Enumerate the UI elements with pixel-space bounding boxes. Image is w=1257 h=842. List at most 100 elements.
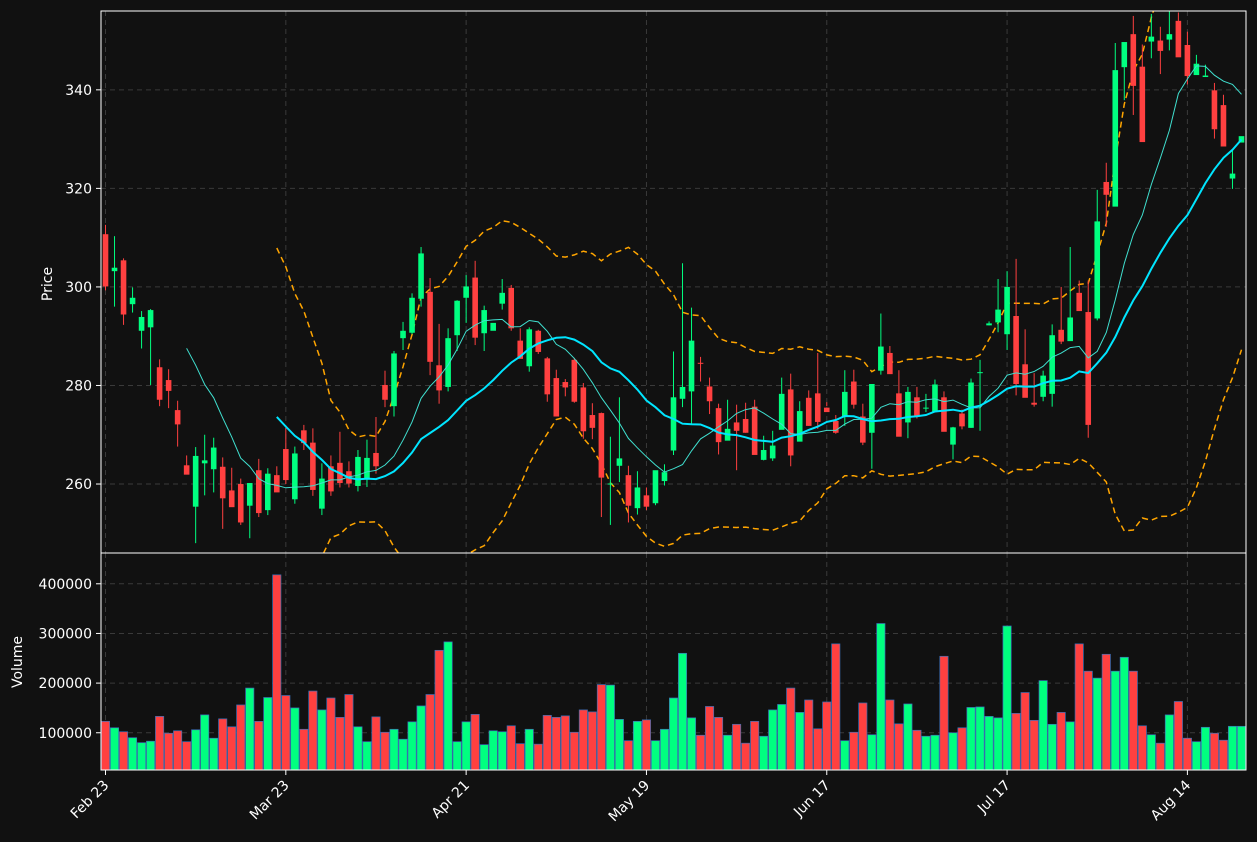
volume-bar (659, 728, 669, 771)
candle-body (1085, 312, 1092, 425)
volume-bar (1020, 692, 1030, 771)
candle-body (796, 411, 803, 442)
volume-bar (524, 728, 534, 771)
volume-bar (849, 731, 859, 771)
candle-body (832, 420, 839, 433)
volume-axis-label: Volume (10, 636, 26, 688)
candle-body (210, 447, 217, 470)
volume-bar (867, 734, 877, 771)
volume-bar (705, 706, 715, 771)
volume-bar (840, 740, 850, 771)
volume-bar (587, 711, 597, 771)
candle-body (1193, 63, 1200, 76)
candles (102, 11, 1245, 544)
volume-bar (1074, 643, 1084, 771)
volume-bar (605, 684, 615, 771)
candle-body (183, 465, 190, 475)
volume-bar (542, 715, 552, 771)
candle-body (742, 418, 749, 433)
volume-bar (200, 714, 210, 771)
candle-body (1175, 20, 1182, 58)
candle-body (355, 456, 361, 486)
candle-body (715, 408, 722, 443)
candle-body (986, 323, 992, 326)
candle-body (914, 397, 920, 417)
volume-tick-label: 100000 (39, 726, 92, 742)
candle-body (1040, 375, 1046, 397)
candle-body (364, 457, 370, 480)
candle-body (670, 397, 677, 451)
volume-bar (1200, 726, 1210, 771)
candle-body (1238, 136, 1245, 143)
volume-bar (939, 655, 949, 771)
volume-bar (434, 649, 444, 771)
candle-body (923, 407, 929, 409)
volume-bar (1137, 725, 1147, 771)
volume-tick-label: 200000 (39, 676, 92, 692)
candle-body (1211, 90, 1218, 130)
candle-body (1157, 40, 1164, 51)
volume-bar (1011, 713, 1021, 771)
volume-bar (326, 697, 336, 771)
volume-bar (777, 704, 787, 771)
volume-bar (930, 734, 940, 771)
candle-body (1103, 181, 1110, 195)
volume-bar (380, 731, 390, 771)
volume-bar (209, 737, 219, 771)
candle-body (688, 340, 695, 392)
candle-body (1121, 42, 1128, 68)
volume-bar (831, 643, 841, 771)
candle-body (228, 490, 235, 508)
candle-body (508, 287, 515, 329)
candle-body (968, 382, 974, 428)
volume-tick-label: 400000 (39, 577, 92, 593)
volume-bar (912, 729, 922, 771)
volume-bar (1155, 742, 1165, 771)
volume-bar (272, 574, 282, 771)
volume-bar (479, 744, 489, 771)
candle-body (1112, 70, 1119, 207)
candle-body (517, 340, 524, 359)
volume-bar (741, 742, 751, 771)
volume-bar (687, 717, 697, 771)
candle-body (490, 322, 496, 331)
volume-bar (632, 720, 642, 771)
volume-bar (1182, 737, 1192, 771)
volume-bar (641, 719, 651, 771)
volume-bar (263, 697, 273, 771)
candle-body (472, 277, 478, 338)
candle-body (814, 393, 821, 422)
volume-bar (236, 704, 246, 771)
candle-body (301, 430, 307, 444)
price-tick-label: 340 (65, 83, 92, 99)
candle-body (165, 380, 172, 391)
candle-body (571, 359, 578, 402)
candle-body (1139, 66, 1146, 143)
candle-body (138, 316, 145, 331)
candle-body (129, 297, 136, 305)
candle-body (1202, 75, 1209, 78)
volume-bar (551, 717, 561, 771)
volume-bar (344, 694, 354, 771)
volume-bar (669, 697, 678, 771)
volume-bar (488, 730, 498, 771)
volume-bar (975, 706, 985, 771)
candle-body (544, 358, 551, 395)
volume-bar (353, 726, 363, 771)
volume-bar (696, 734, 706, 771)
bollinger-bands (276, 11, 1243, 553)
volume-bar (1218, 739, 1228, 771)
volume-bar (1110, 670, 1120, 771)
price-axis-label: Price (40, 267, 56, 301)
candle-body (869, 383, 875, 433)
volume-bar (1047, 723, 1057, 771)
volume-bar (623, 740, 633, 771)
candle-body (499, 292, 505, 304)
volume-bar (858, 702, 868, 771)
volume-bar (876, 623, 886, 771)
candle-body (373, 452, 379, 467)
volume-bar (1209, 732, 1219, 771)
candle-body (454, 300, 460, 336)
volume-bar (723, 734, 733, 771)
candle-body (328, 466, 334, 492)
